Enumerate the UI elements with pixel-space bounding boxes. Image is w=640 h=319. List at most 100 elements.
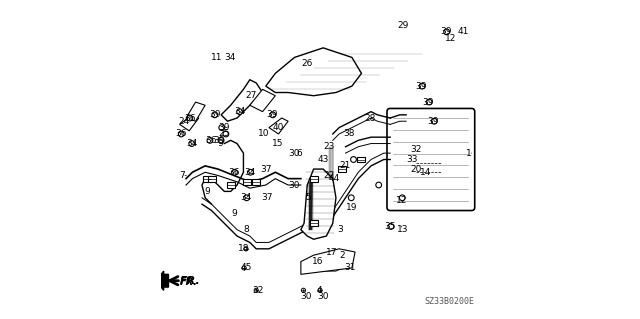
Text: 39: 39 (214, 136, 225, 145)
Text: 39: 39 (422, 98, 434, 107)
Polygon shape (301, 169, 336, 239)
Text: 29: 29 (397, 21, 408, 30)
Text: 2: 2 (339, 251, 344, 260)
Ellipse shape (376, 182, 381, 188)
Text: 9: 9 (218, 139, 223, 148)
Ellipse shape (179, 131, 184, 137)
Ellipse shape (399, 195, 405, 201)
Text: 7: 7 (179, 171, 185, 180)
Text: 3: 3 (337, 225, 343, 234)
Text: 21: 21 (340, 161, 351, 170)
FancyArrow shape (156, 271, 168, 290)
Ellipse shape (212, 112, 218, 118)
Text: 12: 12 (396, 197, 407, 205)
Text: 14: 14 (420, 168, 431, 177)
Text: 12: 12 (445, 34, 456, 43)
Bar (358, 157, 365, 162)
Text: FR.: FR. (180, 276, 200, 286)
Text: 27: 27 (246, 91, 257, 100)
Text: SZ33B0200E: SZ33B0200E (425, 297, 475, 306)
Text: 30: 30 (289, 181, 300, 189)
Text: 39: 39 (440, 27, 452, 36)
Text: 9: 9 (231, 209, 237, 218)
Text: 23: 23 (323, 142, 335, 151)
Text: 44: 44 (329, 174, 340, 183)
Polygon shape (221, 80, 262, 121)
Text: FR.: FR. (180, 277, 198, 287)
Text: 39: 39 (218, 123, 230, 132)
Ellipse shape (218, 137, 224, 143)
Text: 17: 17 (326, 248, 337, 256)
Ellipse shape (189, 141, 195, 146)
Ellipse shape (237, 109, 243, 115)
Text: 28: 28 (365, 114, 376, 122)
Text: 36: 36 (228, 168, 239, 177)
Text: 35: 35 (385, 222, 396, 231)
Ellipse shape (444, 29, 449, 35)
Text: 34: 34 (240, 193, 252, 202)
Ellipse shape (207, 137, 213, 143)
Polygon shape (269, 118, 288, 134)
Polygon shape (266, 48, 362, 96)
Text: 4: 4 (317, 286, 322, 295)
Text: 11: 11 (211, 53, 222, 62)
Text: 34: 34 (225, 53, 236, 62)
Ellipse shape (242, 266, 246, 270)
Ellipse shape (270, 112, 276, 118)
Bar (227, 182, 235, 188)
Text: 16: 16 (312, 257, 323, 266)
Text: 39: 39 (266, 110, 278, 119)
Polygon shape (186, 102, 205, 121)
Ellipse shape (431, 118, 437, 124)
Ellipse shape (388, 224, 394, 229)
FancyBboxPatch shape (387, 108, 475, 211)
Text: 36: 36 (175, 130, 187, 138)
Text: 13: 13 (397, 225, 409, 234)
Text: 22: 22 (323, 171, 335, 180)
Text: 1: 1 (465, 149, 471, 158)
Text: 25: 25 (219, 130, 230, 138)
Bar (243, 179, 251, 185)
Text: 37: 37 (262, 193, 273, 202)
Text: 39: 39 (428, 117, 439, 126)
Polygon shape (250, 89, 275, 112)
Bar (310, 176, 317, 182)
Text: 8: 8 (243, 225, 249, 234)
Text: 24: 24 (179, 117, 190, 126)
Text: 41: 41 (458, 27, 469, 36)
Text: 40: 40 (273, 123, 284, 132)
Ellipse shape (187, 115, 193, 121)
Text: 6: 6 (297, 149, 303, 158)
Ellipse shape (254, 288, 259, 292)
Text: 19: 19 (346, 203, 358, 212)
Text: 36: 36 (184, 114, 196, 122)
Bar (252, 179, 260, 185)
Ellipse shape (223, 131, 228, 137)
Text: 10: 10 (259, 130, 270, 138)
Text: 45: 45 (241, 263, 252, 272)
Text: 18: 18 (238, 244, 250, 253)
Ellipse shape (244, 195, 250, 201)
Ellipse shape (348, 195, 354, 201)
Ellipse shape (219, 125, 225, 130)
Text: 30: 30 (289, 149, 300, 158)
Text: 43: 43 (317, 155, 329, 164)
Bar (310, 220, 317, 226)
Text: 34: 34 (244, 168, 255, 177)
Ellipse shape (351, 157, 356, 162)
Text: 31: 31 (344, 263, 356, 272)
Ellipse shape (318, 288, 322, 292)
Text: 32: 32 (410, 145, 421, 154)
Polygon shape (301, 249, 355, 274)
Text: 36: 36 (205, 136, 217, 145)
Text: 37: 37 (260, 165, 271, 174)
Text: 9: 9 (205, 187, 211, 196)
Ellipse shape (426, 99, 432, 105)
Ellipse shape (419, 83, 425, 89)
Bar (339, 166, 346, 172)
Bar (207, 176, 216, 182)
Text: 34: 34 (234, 107, 245, 116)
Text: 15: 15 (272, 139, 284, 148)
Ellipse shape (301, 288, 305, 292)
Text: 34: 34 (186, 139, 198, 148)
